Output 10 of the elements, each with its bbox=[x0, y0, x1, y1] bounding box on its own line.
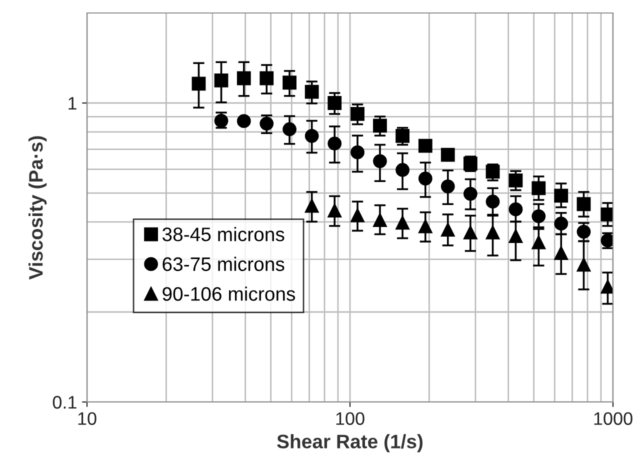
y-tick-label: 0.1 bbox=[52, 396, 76, 409]
legend-label: 90-106 microns bbox=[162, 286, 296, 301]
x-tick-label: 100 bbox=[336, 412, 364, 425]
legend-label: 63-75 microns bbox=[162, 256, 284, 272]
y-axis-title: Viscosity (Pa·s) bbox=[28, 136, 47, 280]
x-tick-label: 10 bbox=[78, 412, 96, 425]
legend-label: 38-45 microns bbox=[162, 226, 284, 242]
y-tick-label: 1 bbox=[68, 97, 76, 110]
x-tick-label: 1000 bbox=[594, 412, 632, 425]
x-axis-title: Shear Rate (1/s) bbox=[277, 434, 423, 452]
